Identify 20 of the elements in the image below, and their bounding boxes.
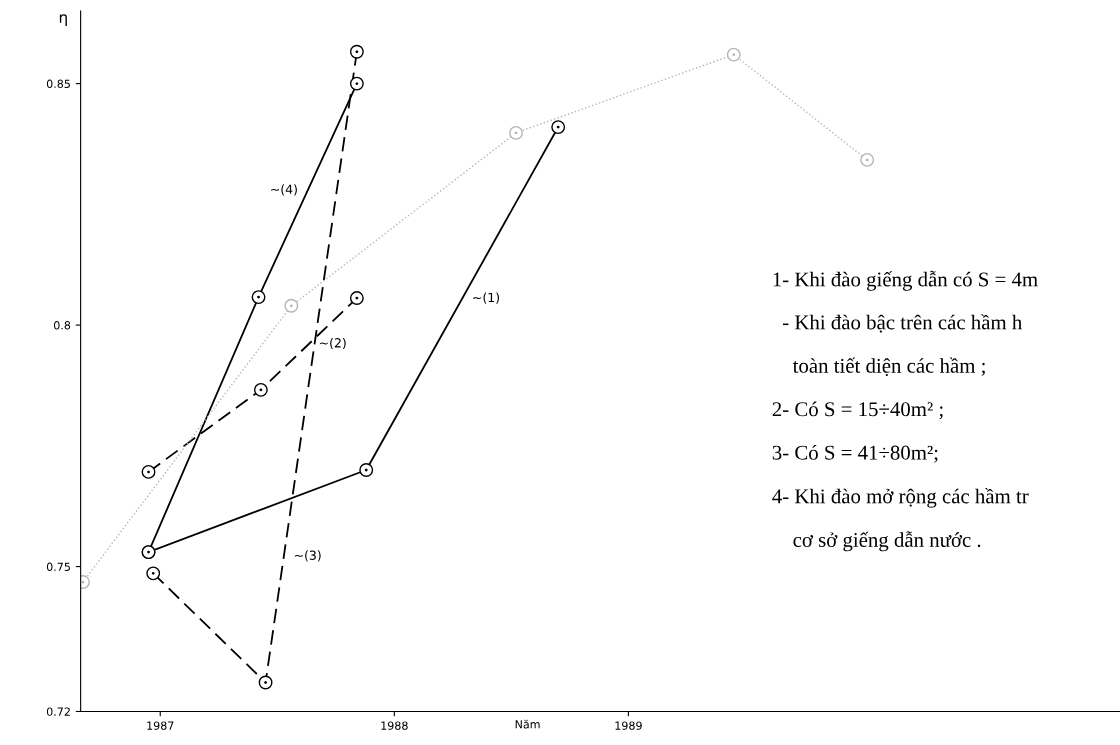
- x-tick-label: 1988: [381, 721, 408, 730]
- series-label: ~(2): [319, 337, 346, 350]
- annotation: 1- Khi đào giếng dẫn có S = 4m: [773, 270, 1038, 291]
- annotation: 4- Khi đào mở rộng các hầm tr: [772, 488, 1029, 508]
- annotation: toàn tiết diện các hầm ;: [792, 357, 985, 377]
- series-label: ~(3): [294, 550, 321, 562]
- series-label: ~(1): [473, 292, 500, 304]
- x-axis-title: Năm: [515, 719, 540, 729]
- x-tick-label: 1987: [147, 721, 174, 730]
- y-tick-label: 0.85: [46, 79, 70, 88]
- y-tick-label: 0.8: [53, 321, 71, 330]
- annotation: 2- Có S = 15÷40m² ;: [772, 401, 943, 420]
- x-tick-label: 1989: [615, 721, 642, 730]
- y-tick-label: 0.75: [46, 562, 70, 571]
- series-label: ~(4): [271, 184, 297, 196]
- annotation: cơ sở giếng dẫn nước .: [793, 531, 981, 552]
- y-tick-label: 0.72: [46, 707, 70, 716]
- y-axis-title: η: [59, 14, 67, 26]
- annotation: - Khi đào bậc trên các hầm h: [783, 314, 1023, 333]
- annotation: 3- Có S = 41÷80m²;: [772, 444, 938, 463]
